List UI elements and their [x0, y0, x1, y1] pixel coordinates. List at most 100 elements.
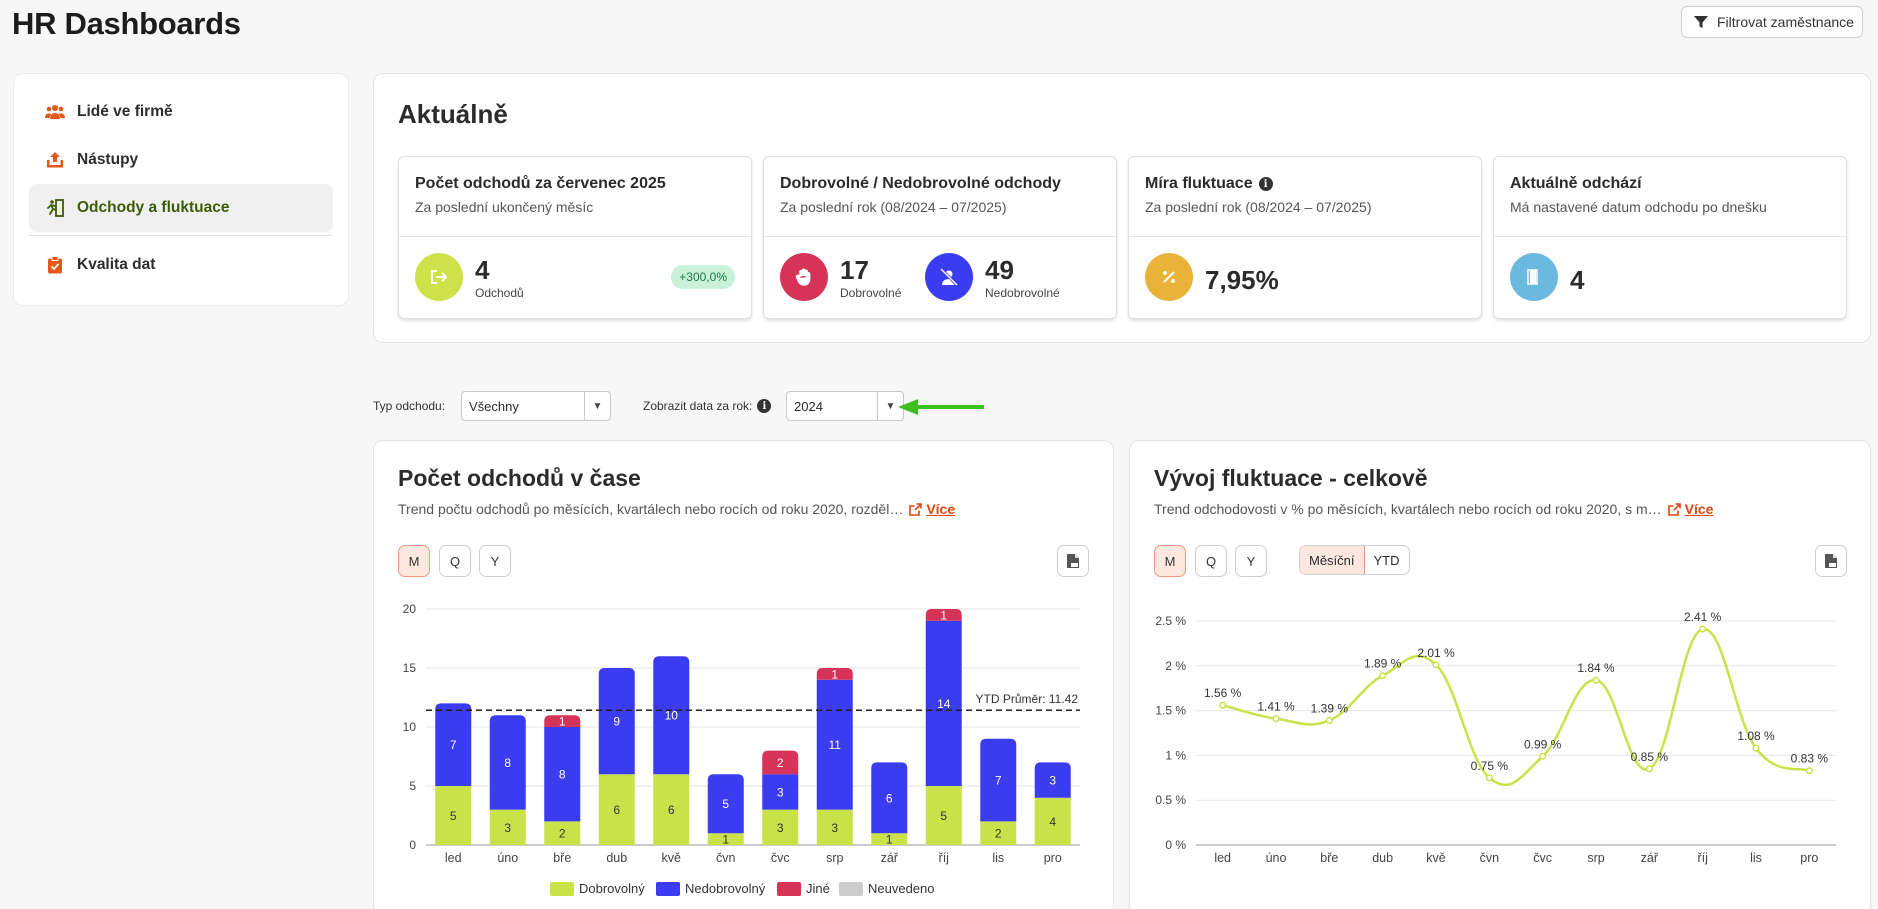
bar-data-label: 2 — [777, 756, 784, 770]
chevron-down-icon[interactable]: ▼ — [877, 392, 903, 420]
sidebar-item-departures[interactable]: Odchody a fluktuace — [29, 184, 333, 232]
ytd-average-label: YTD Průměr: 11.42 — [976, 692, 1079, 706]
door-open-icon — [1510, 253, 1558, 301]
data-label: 1.56 % — [1204, 686, 1242, 700]
bar-segment — [1034, 762, 1071, 798]
bar-segment — [653, 774, 690, 845]
kpi-title: Míra fluktuace i — [1145, 175, 1465, 193]
bar-segment — [816, 679, 853, 810]
data-point — [1592, 676, 1600, 684]
file-image-icon — [1825, 554, 1837, 568]
departures-over-time-card: Počet odchodů v čase Trend počtu odchodů… — [373, 440, 1114, 909]
bar-segment — [544, 821, 581, 845]
period-year-button[interactable]: Y — [479, 545, 511, 577]
y-tick-label: 20 — [403, 602, 417, 616]
sidebar-item-people[interactable]: Lidé ve firmě — [29, 88, 333, 136]
period-year-button[interactable]: Y — [1235, 545, 1267, 577]
bar-data-label: 7 — [995, 774, 1002, 788]
filter-employees-button[interactable]: Filtrovat zaměstnance — [1681, 6, 1863, 38]
export-image-button[interactable] — [1057, 545, 1089, 577]
kpi-value-label: Odchodů — [475, 286, 524, 300]
data-point — [1272, 715, 1280, 723]
departure-type-select[interactable]: Všechny ▼ — [461, 391, 611, 421]
x-tick-label: lis — [992, 851, 1004, 865]
export-image-button[interactable] — [1815, 545, 1847, 577]
more-link-label: Více — [1684, 501, 1714, 517]
kpi-value-voluntary: 17 — [840, 255, 869, 285]
bar-segment — [598, 774, 635, 845]
year-select[interactable]: 2024 ▼ — [786, 391, 904, 421]
data-point — [1752, 744, 1760, 752]
sidebar-item-arrivals[interactable]: Nástupy — [29, 136, 333, 184]
chevron-down-icon[interactable]: ▼ — [584, 392, 610, 420]
more-link[interactable]: Více — [1667, 501, 1714, 517]
kpi-subtitle: Za poslední rok (08/2024 – 07/2025) — [1145, 199, 1372, 215]
bar-segment — [489, 715, 526, 810]
kpi-subtitle: Má nastavené datum odchodu po dnešku — [1510, 199, 1767, 215]
external-link-icon — [1667, 502, 1681, 516]
bar-data-label: 1 — [559, 715, 566, 729]
card-description: Trend počtu odchodů po měsících, kvartál… — [398, 501, 955, 517]
kpi-title: Aktuálně odchází — [1510, 175, 1642, 192]
y-tick-label: 15 — [403, 661, 417, 675]
legend-swatch — [839, 882, 863, 896]
x-tick-label: zář — [1641, 851, 1659, 865]
bar-data-label: 1 — [886, 833, 893, 847]
bar-segment — [762, 774, 799, 810]
sidebar-item-data-quality[interactable]: Kvalita dat — [29, 241, 333, 289]
user-slash-icon — [925, 253, 973, 301]
bar-segment — [707, 774, 744, 834]
x-tick-label: kvě — [662, 851, 682, 865]
data-label: 1.08 % — [1737, 729, 1775, 743]
data-label: 2.01 % — [1417, 646, 1455, 660]
info-icon[interactable]: i — [757, 399, 772, 413]
bar-segment — [925, 609, 962, 621]
card-description-text: Trend počtu odchodů po měsících, kvartál… — [398, 501, 904, 517]
sidebar-item-label: Odchody a fluktuace — [77, 199, 230, 216]
departure-type-value: Všechny — [469, 398, 519, 414]
x-tick-label: čvc — [1533, 851, 1552, 865]
card-description: Trend odchodovosti v % po měsících, kvar… — [1154, 501, 1713, 517]
filter-employees-label: Filtrovat zaměstnance — [1717, 14, 1854, 30]
current-panel: Aktuálně Počet odchodů za červenec 2025 … — [373, 73, 1871, 343]
current-title: Aktuálně — [398, 99, 508, 129]
legend-label: Jiné — [806, 881, 830, 896]
more-link[interactable]: Více — [909, 501, 955, 517]
data-point — [1539, 752, 1547, 760]
info-icon[interactable]: i — [1258, 177, 1273, 191]
bar-data-label: 11 — [829, 738, 842, 752]
data-label: 1.39 % — [1311, 701, 1349, 715]
data-point — [1699, 625, 1707, 633]
wave-hand-icon — [780, 253, 828, 301]
data-point — [1485, 774, 1493, 782]
period-quarter-button[interactable]: Q — [1195, 545, 1227, 577]
card-description-text: Trend odchodovosti v % po měsících, kvar… — [1154, 501, 1662, 517]
exit-run-icon — [45, 198, 65, 218]
x-tick-label: srp — [826, 851, 843, 865]
period-quarter-button[interactable]: Q — [439, 545, 471, 577]
bar-data-label: 8 — [504, 756, 511, 770]
kpi-departures-month: Počet odchodů za červenec 2025 Za posled… — [398, 156, 752, 319]
legend-label: Nedobrovolný — [685, 881, 766, 896]
bar-data-label: 1 — [722, 833, 729, 847]
y-tick-label: 10 — [403, 720, 417, 734]
app-title: HR Dashboards — [12, 6, 241, 41]
x-tick-label: úno — [1266, 851, 1287, 865]
bar-segment — [871, 762, 908, 834]
bar-data-label: 5 — [722, 797, 729, 811]
period-month-button[interactable]: M — [1154, 545, 1186, 577]
bar-segment — [980, 738, 1017, 822]
bar-data-label: 2 — [995, 827, 1002, 841]
departures-bar-chart: 05101520led57úno38bře281dub69kvě610čvn15… — [403, 602, 1080, 896]
kpi-title: Počet odchodů za červenec 2025 — [415, 175, 666, 192]
kpi-value-involuntary: 49 — [985, 255, 1014, 285]
card-title: Počet odchodů v čase — [398, 465, 641, 491]
legend-label: Dobrovolný — [579, 881, 645, 896]
mode-ytd-button[interactable]: YTD — [1373, 552, 1400, 568]
file-image-icon — [1067, 554, 1079, 568]
mode-monthly-button[interactable]: Měsíční — [1300, 546, 1365, 574]
mode-toggle: Měsíční YTD — [1299, 545, 1410, 575]
bar-data-label: 8 — [559, 768, 566, 782]
period-month-button[interactable]: M — [398, 545, 430, 577]
year-value: 2024 — [794, 398, 823, 414]
